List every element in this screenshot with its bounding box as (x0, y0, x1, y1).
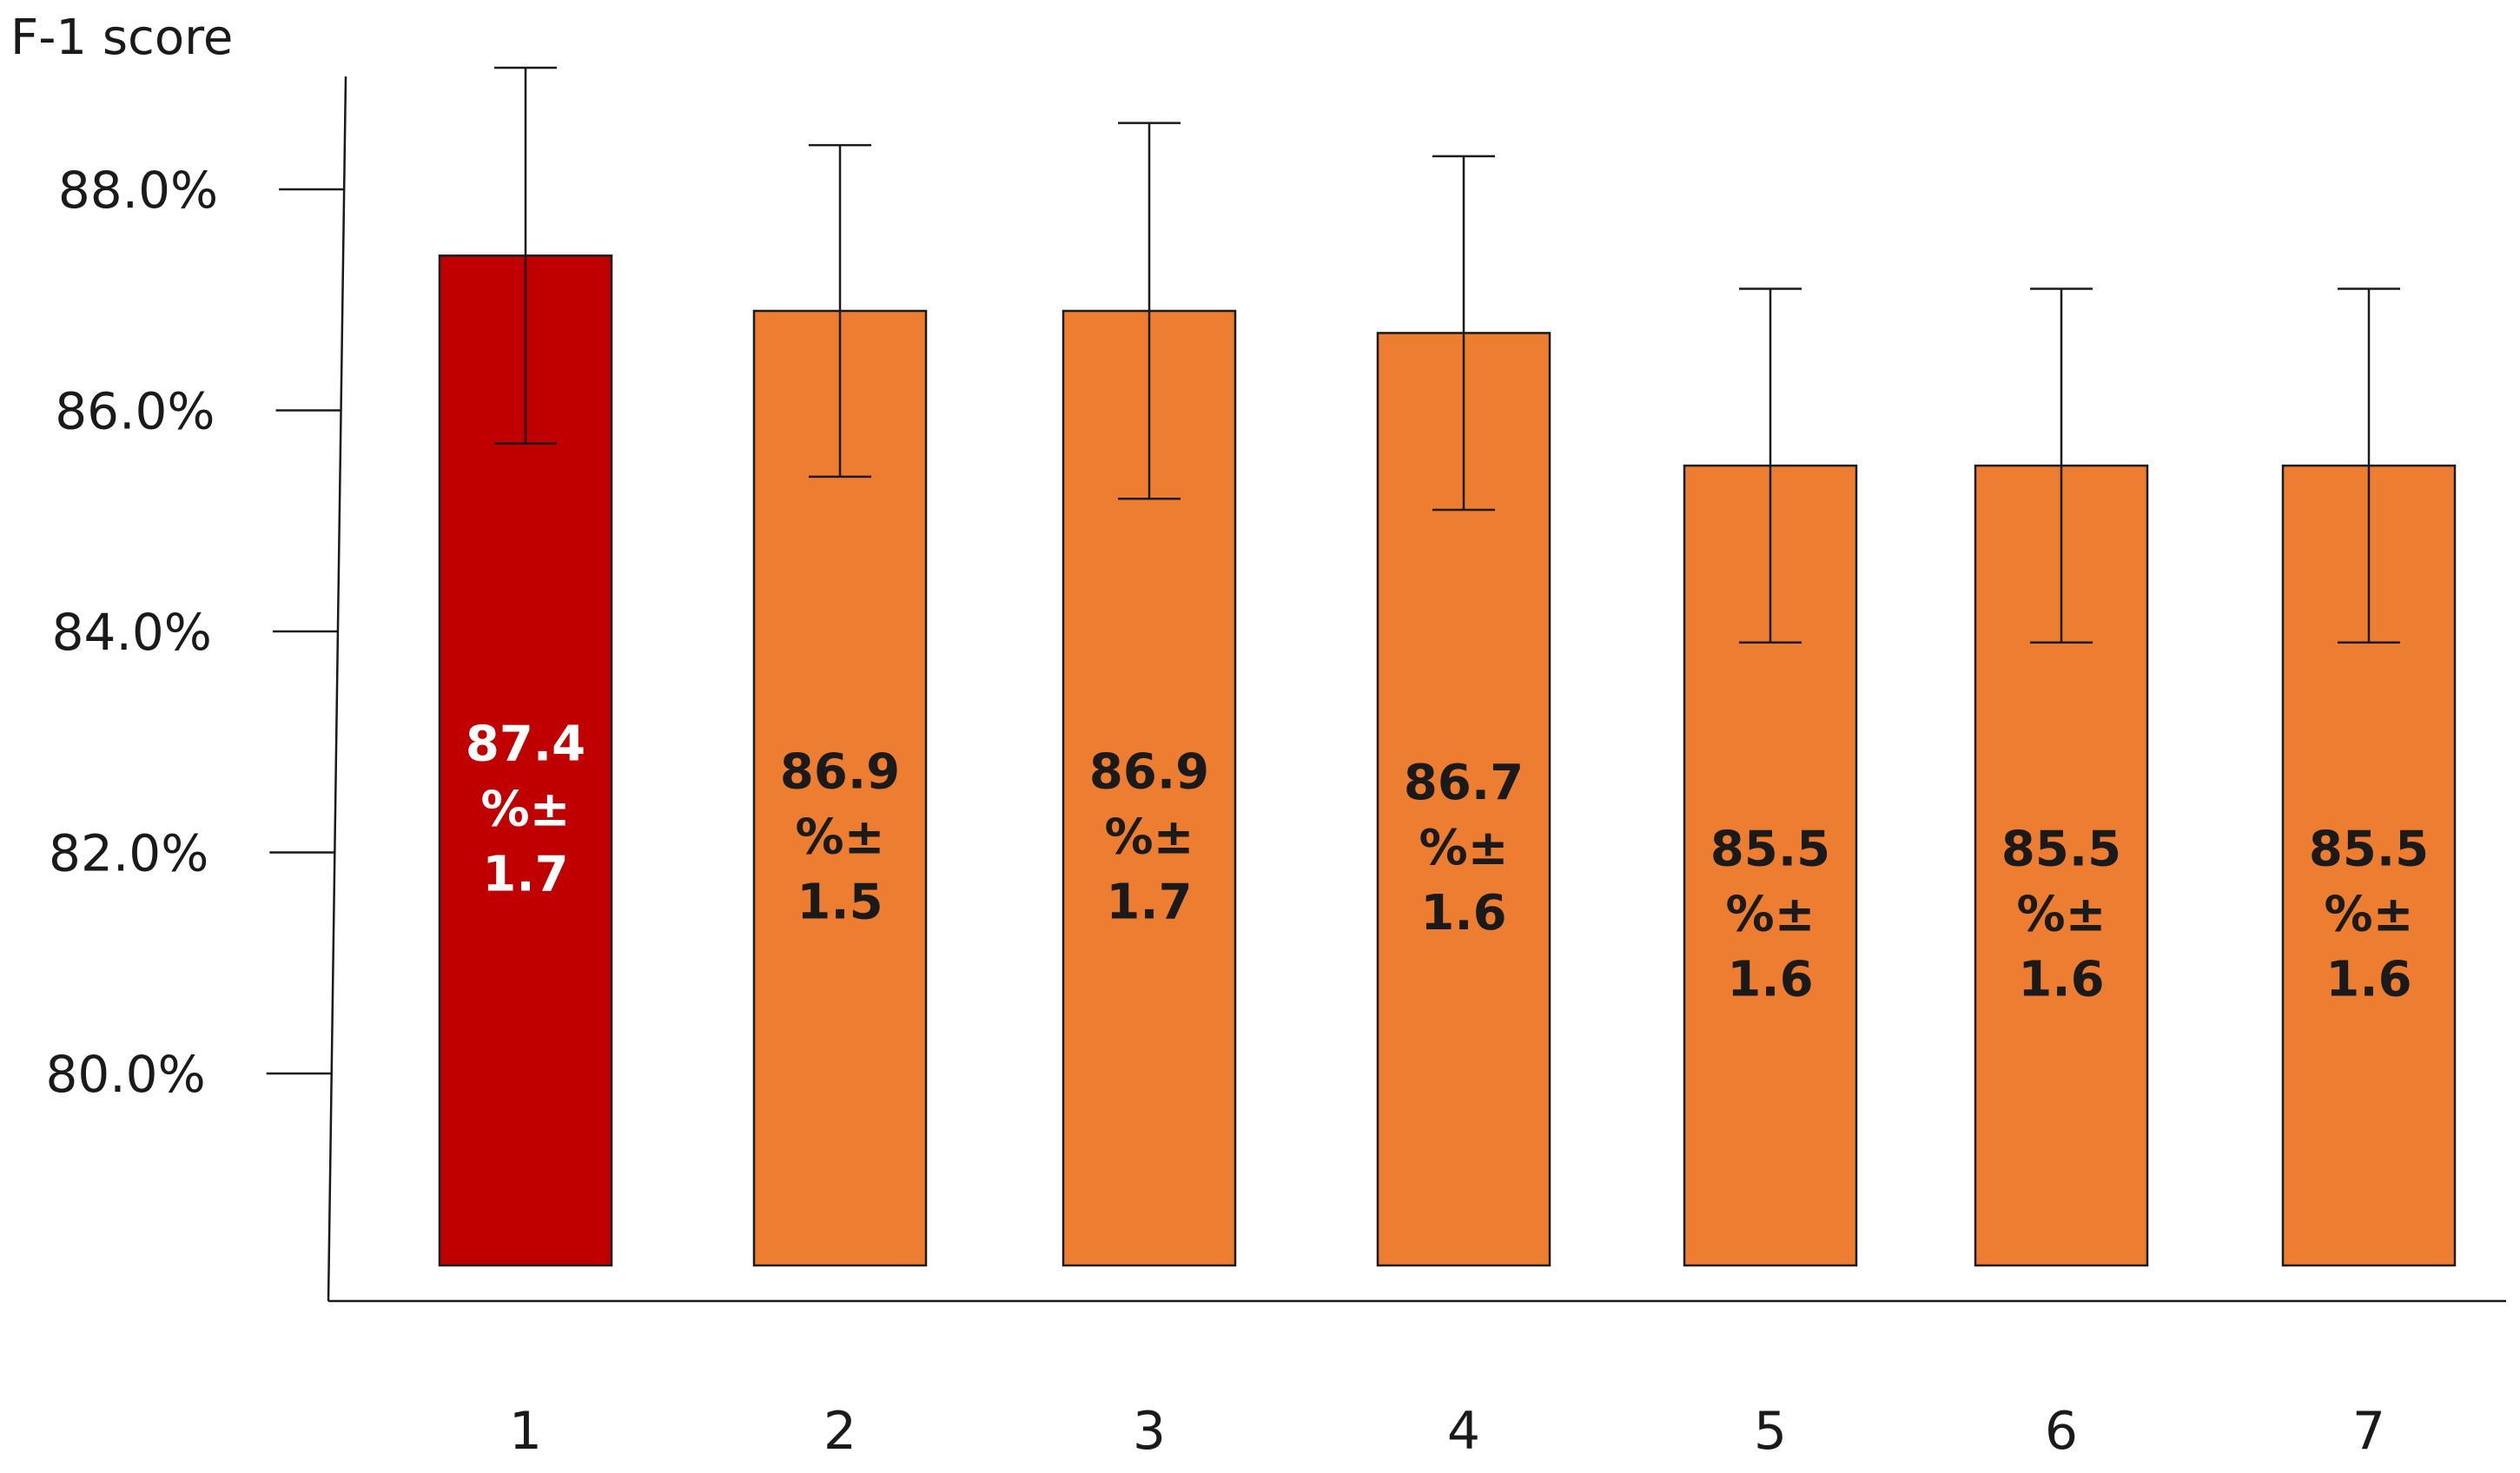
x-tick-label: 3 (1133, 1401, 1166, 1462)
y-axis-label: F-1 score (10, 10, 233, 66)
error-bars (494, 66, 2400, 644)
x-axis-ticks: 1 2 3 4 5 6 7 (509, 1401, 2385, 1462)
bar-data-label: 86.7 %± 1.6 (1404, 755, 1524, 941)
error-bar (2030, 287, 2093, 644)
bar-data-label: 87.4 %± 1.7 (466, 717, 585, 903)
error-bar (1432, 155, 1495, 512)
bar-data-labels: 87.4 %± 1.7 86.9 %± 1.5 86.9 %± 1.7 86.7 %± 1.6 85.5… (466, 717, 2429, 1008)
error-bar (1739, 287, 1802, 644)
y-axis-line (327, 76, 347, 1302)
y-tick-label: 82.0% (49, 824, 208, 883)
x-tick-label: 4 (1447, 1401, 1480, 1462)
error-bar (494, 66, 557, 445)
x-tick-label: 5 (1754, 1401, 1787, 1462)
bar-data-label: 86.9 %± 1.7 (1089, 743, 1209, 930)
y-tick-label: 88.0% (58, 161, 218, 220)
error-bar (1118, 122, 1181, 500)
axes (327, 76, 2506, 1303)
error-bar (809, 143, 871, 479)
y-axis-ticks: 80.0% 82.0% 84.0% 86.0% 88.0% (45, 161, 345, 1104)
x-tick-label: 6 (2045, 1401, 2078, 1462)
bar-data-label: 86.9 %± 1.5 (780, 743, 900, 930)
bar-data-label: 85.5 %± 1.6 (2309, 822, 2429, 1008)
x-tick-label: 2 (823, 1401, 857, 1462)
x-tick-label: 7 (2352, 1401, 2385, 1462)
y-tick-label: 84.0% (52, 603, 212, 662)
x-tick-label: 1 (509, 1401, 542, 1462)
y-tick-label: 80.0% (45, 1045, 205, 1104)
error-bar (2338, 287, 2400, 644)
bar-data-label: 85.5 %± 1.6 (2001, 822, 2121, 1008)
bar-data-label: 85.5 %± 1.6 (1710, 822, 1830, 1008)
y-tick-label: 86.0% (55, 382, 215, 441)
